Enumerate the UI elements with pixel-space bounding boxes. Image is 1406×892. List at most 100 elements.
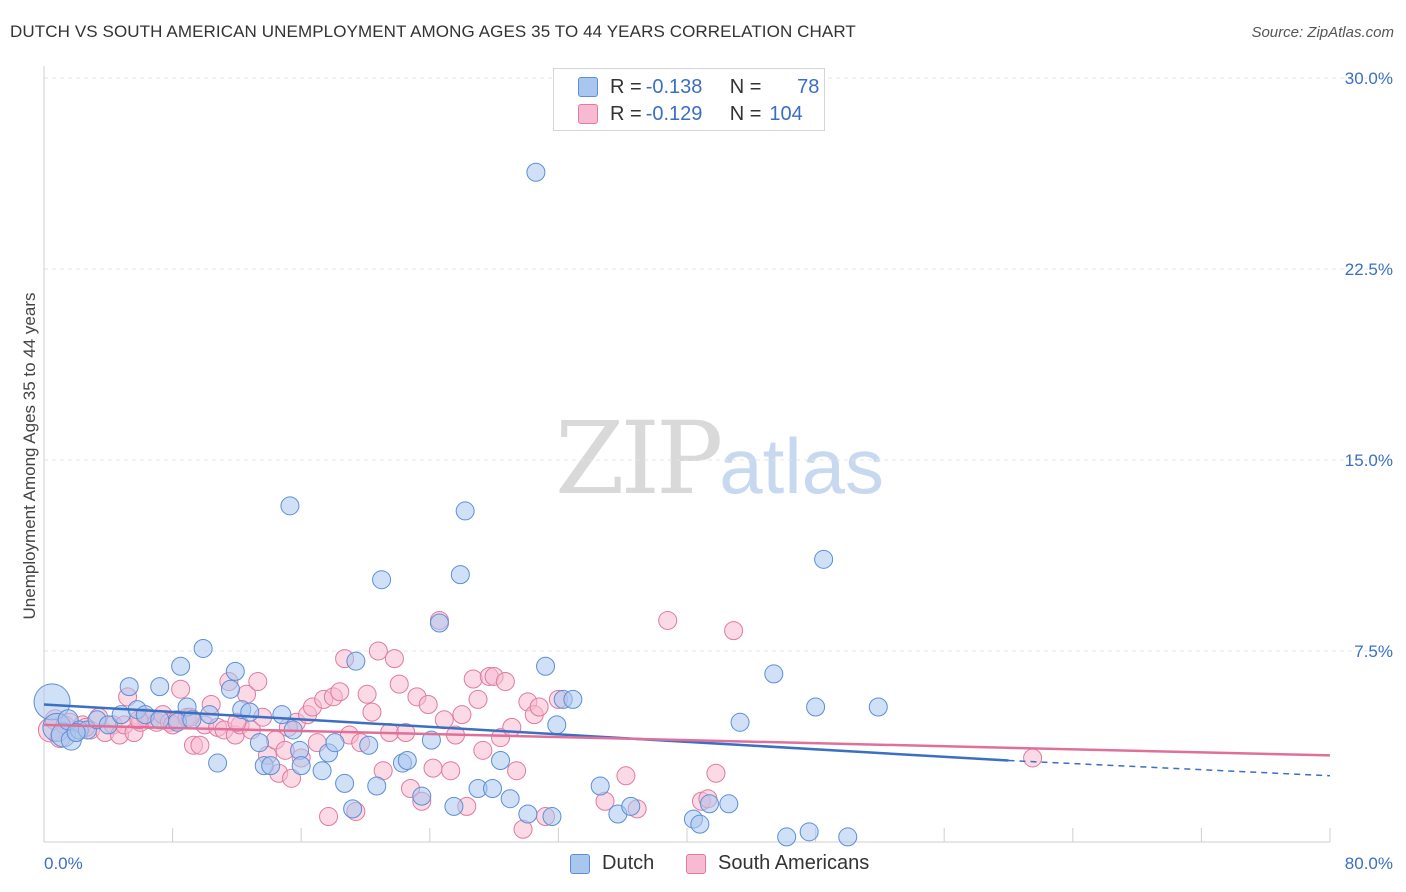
- legend-r-label: R =: [610, 75, 642, 98]
- dutch-point: [119, 677, 139, 697]
- south-american-point: [658, 610, 678, 630]
- chart-title: DUTCH VS SOUTH AMERICAN UNEMPLOYMENT AMO…: [10, 22, 856, 41]
- swatch-south-americans: [686, 853, 706, 874]
- dutch-point: [150, 710, 170, 730]
- south-american-point: [319, 807, 339, 827]
- dutch-point: [868, 697, 888, 717]
- south-american-point: [706, 763, 726, 783]
- south-americans-trend-line: [43, 723, 1331, 757]
- dutch-point: [491, 751, 511, 771]
- legend-n-value: 104: [769, 102, 803, 125]
- dutch-point: [500, 789, 520, 809]
- south-american-point: [190, 735, 210, 755]
- dutch-point: [325, 733, 345, 753]
- dutch-point: [335, 773, 355, 793]
- y-tick-label: 30.0%: [1345, 69, 1393, 88]
- correlation-legend: R = -0.138 N = 78 R = -0.129 N = 104: [553, 68, 825, 131]
- y-tick-label: 7.5%: [1354, 642, 1393, 661]
- dutch-point: [429, 613, 449, 633]
- dutch-point: [367, 776, 387, 796]
- dutch-point: [777, 827, 797, 847]
- dutch-point: [542, 807, 562, 827]
- south-american-point: [468, 689, 488, 709]
- source-label: Source: ZipAtlas.com: [1251, 24, 1394, 41]
- legend-r-value: -0.129: [645, 102, 703, 125]
- dutch-point: [563, 689, 583, 709]
- dutch-point: [240, 702, 260, 722]
- dutch-point: [193, 638, 213, 658]
- dutch-point: [450, 565, 470, 585]
- legend-r-value: -0.138: [645, 75, 703, 98]
- south-american-point: [171, 679, 191, 699]
- dutch-point: [312, 761, 332, 781]
- south-american-point: [724, 621, 744, 641]
- dutch-point: [482, 779, 502, 799]
- south-american-point: [463, 669, 483, 689]
- dutch-point: [690, 814, 710, 834]
- legend-r-label: R =: [610, 102, 642, 125]
- dutch-point: [280, 496, 300, 516]
- series-legend: Dutch South Americans: [0, 852, 1406, 876]
- south-american-point: [384, 649, 404, 669]
- legend-label-south-americans: South Americans: [718, 852, 870, 874]
- dutch-point: [171, 656, 191, 676]
- dutch-point: [397, 751, 417, 771]
- legend-n-label: N =: [729, 102, 762, 125]
- dutch-point: [764, 664, 784, 684]
- dutch-point: [806, 697, 826, 717]
- legend-item-dutch: Dutch: [570, 852, 654, 875]
- south-american-point: [248, 672, 268, 692]
- legend-n-label: N =: [729, 75, 762, 98]
- south-american-point: [357, 684, 377, 704]
- dutch-point: [814, 549, 834, 569]
- dutch-point: [455, 501, 475, 521]
- dutch-point: [547, 715, 567, 735]
- y-tick-label: 22.5%: [1345, 260, 1393, 279]
- south-american-point: [452, 705, 472, 725]
- dutch-point: [343, 799, 363, 819]
- south-american-point: [473, 740, 493, 760]
- legend-label-dutch: Dutch: [602, 852, 655, 874]
- legend-row-dutch: R = -0.138 N = 78: [578, 75, 819, 99]
- x-tick-label: 0.0%: [44, 854, 83, 873]
- south-american-point: [434, 710, 454, 730]
- south-american-point: [389, 674, 409, 694]
- dutch-point: [444, 796, 464, 816]
- south-american-point: [441, 761, 461, 781]
- south-american-point: [616, 766, 636, 786]
- south-american-point: [423, 758, 443, 778]
- dutch-point: [799, 822, 819, 842]
- dutch-trend-line: [43, 703, 1009, 762]
- south-american-point: [1023, 748, 1043, 768]
- legend-row-south-americans: R = -0.129 N = 104: [578, 102, 809, 126]
- dutch-point: [359, 735, 379, 755]
- dutch-point: [261, 756, 281, 776]
- legend-n-value: 78: [797, 75, 820, 98]
- south-american-point: [529, 697, 549, 717]
- south-american-point: [502, 717, 522, 737]
- x-tick-label: 80.0%: [1345, 854, 1393, 873]
- swatch-dutch: [570, 853, 590, 874]
- dutch-point: [208, 753, 228, 773]
- dutch-point: [372, 570, 392, 590]
- legend-item-south-americans: South Americans: [686, 852, 869, 875]
- dutch-point: [536, 656, 556, 676]
- dutch-point: [526, 162, 546, 182]
- dutch-point: [272, 705, 292, 725]
- dutch-point: [730, 712, 750, 732]
- dutch-point: [98, 715, 118, 735]
- dutch-point: [150, 677, 170, 697]
- dutch-trend-extension: [1008, 759, 1331, 777]
- dutch-point: [719, 794, 739, 814]
- dutch-point: [590, 776, 610, 796]
- dutch-point: [225, 661, 245, 681]
- legend-swatch-south-americans: [578, 104, 598, 124]
- south-american-point: [418, 694, 438, 714]
- dutch-point: [346, 651, 366, 671]
- y-tick-label: 15.0%: [1345, 451, 1393, 470]
- dutch-point: [621, 796, 641, 816]
- south-american-point: [368, 641, 388, 661]
- south-american-point: [282, 768, 302, 788]
- dutch-point: [66, 722, 86, 742]
